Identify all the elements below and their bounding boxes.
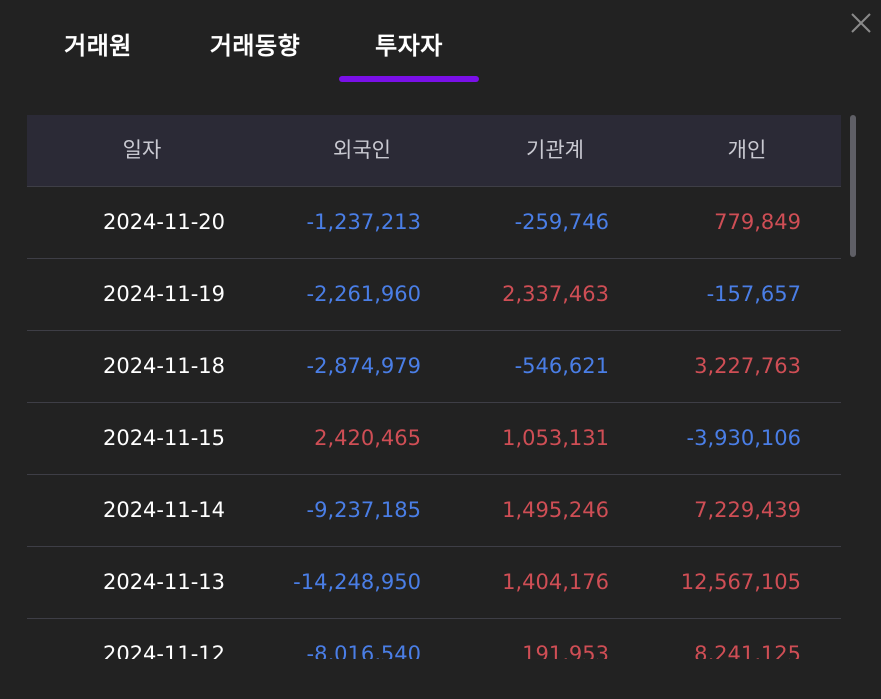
tab-traders[interactable]: 거래원: [64, 32, 132, 60]
cell-institution: 1,053,131: [502, 426, 609, 450]
cell-date: 2024-11-20: [102, 210, 226, 234]
cell-foreign: -9,237,185: [306, 498, 421, 522]
table-row[interactable]: 2024-11-15 2,420,465 1,053,131 -3,930,10…: [27, 403, 841, 475]
cell-date: 2024-11-15: [102, 426, 226, 450]
tab-investor[interactable]: 투자자: [375, 32, 443, 60]
investor-table[interactable]: 일자 외국인 기관계 개인 2024-11-20 -1,237,213 -259…: [27, 115, 841, 659]
cell-institution: 191,953: [522, 642, 609, 659]
tab-trading-trend[interactable]: 거래동향: [209, 32, 301, 60]
cell-individual: -3,930,106: [686, 426, 801, 450]
cell-foreign: -8,016,540: [306, 642, 421, 659]
header-institution: 기관계: [526, 138, 584, 162]
active-tab-indicator: [339, 76, 479, 82]
table-row[interactable]: 2024-11-20 -1,237,213 -259,746 779,849: [27, 187, 841, 259]
cell-individual: 3,227,763: [694, 354, 801, 378]
cell-institution: 1,404,176: [502, 570, 609, 594]
cell-date: 2024-11-19: [102, 282, 226, 306]
table-body: 2024-11-20 -1,237,213 -259,746 779,849 2…: [27, 187, 841, 659]
cell-institution: 2,337,463: [502, 282, 609, 306]
cell-date: 2024-11-12: [102, 642, 226, 659]
header-date: 일자: [122, 138, 162, 162]
table-header: 일자 외국인 기관계 개인: [27, 115, 841, 187]
cell-individual: 7,229,439: [694, 498, 801, 522]
cell-institution: -259,746: [514, 210, 609, 234]
cell-foreign: 2,420,465: [314, 426, 421, 450]
cell-foreign: -1,237,213: [306, 210, 421, 234]
scrollbar-thumb[interactable]: [850, 115, 856, 257]
cell-individual: 8,241,125: [694, 642, 801, 659]
cell-date: 2024-11-13: [102, 570, 226, 594]
table-row[interactable]: 2024-11-14 -9,237,185 1,495,246 7,229,43…: [27, 475, 841, 547]
close-button[interactable]: [848, 10, 874, 36]
cell-individual: -157,657: [706, 282, 801, 306]
header-individual: 개인: [727, 138, 767, 162]
cell-institution: -546,621: [514, 354, 609, 378]
cell-individual: 779,849: [714, 210, 801, 234]
table-row[interactable]: 2024-11-12 -8,016,540 191,953 8,241,125: [27, 619, 841, 659]
header-foreign: 외국인: [333, 138, 391, 162]
cell-foreign: -2,874,979: [306, 354, 421, 378]
table-row[interactable]: 2024-11-18 -2,874,979 -546,621 3,227,763: [27, 331, 841, 403]
table-row[interactable]: 2024-11-19 -2,261,960 2,337,463 -157,657: [27, 259, 841, 331]
cell-individual: 12,567,105: [680, 570, 801, 594]
cell-foreign: -2,261,960: [306, 282, 421, 306]
cell-institution: 1,495,246: [502, 498, 609, 522]
cell-foreign: -14,248,950: [293, 570, 421, 594]
table-row[interactable]: 2024-11-13 -14,248,950 1,404,176 12,567,…: [27, 547, 841, 619]
tab-bar: 거래원 거래동향 투자자: [0, 22, 560, 84]
close-icon: [851, 13, 871, 33]
cell-date: 2024-11-18: [102, 354, 226, 378]
cell-date: 2024-11-14: [102, 498, 226, 522]
